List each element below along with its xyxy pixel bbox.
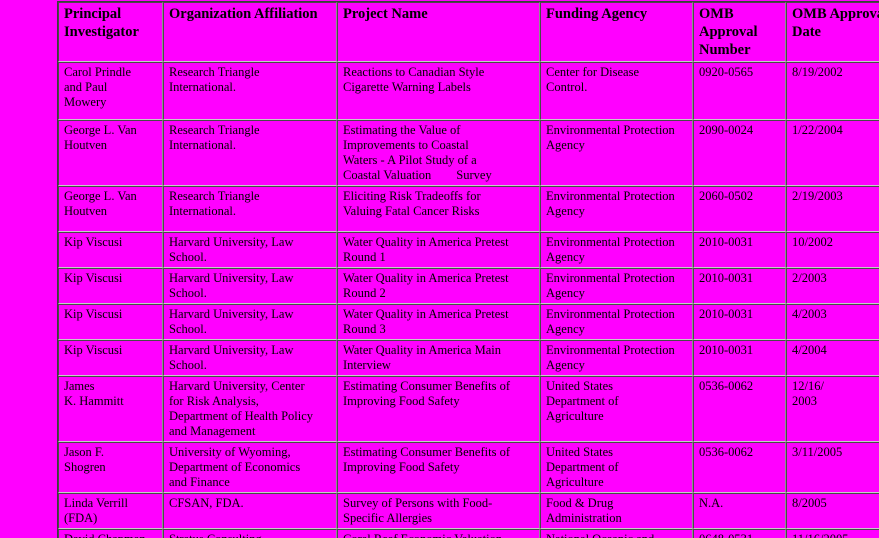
cell-organization-affiliation: Harvard University, Center for Risk Anal…	[163, 376, 337, 442]
cell-organization-affiliation: Research Triangle International.	[163, 62, 337, 120]
cell-organization-affiliation: Research Triangle International.	[163, 186, 337, 232]
cell-project-name: Water Quality in America Main Interview	[337, 340, 540, 376]
cell-omb-approval-number: 2010-0031	[693, 232, 786, 268]
cell-principal-investigator: Linda Verrill (FDA)	[58, 493, 163, 529]
cell-organization-affiliation: Stratus Consulting	[163, 529, 337, 538]
cell-omb-approval-number: 0648-0531	[693, 529, 786, 538]
cell-principal-investigator: George L. Van Houtven	[58, 186, 163, 232]
table-header-row: Principal Investigator Organization Affi…	[58, 2, 879, 62]
cell-project-name: Estimating the Value of Improvements to …	[337, 120, 540, 186]
cell-omb-approval-date: 3/11/2005	[786, 442, 879, 493]
cell-omb-approval-number: 2060-0502	[693, 186, 786, 232]
table-row: Jason F. Shogren University of Wyoming, …	[58, 442, 879, 493]
cell-funding-agency: Environmental Protection Agency	[540, 268, 693, 304]
cell-funding-agency: United States Department of Agriculture	[540, 442, 693, 493]
cell-funding-agency: National Oceanic and Atmospheric Agency	[540, 529, 693, 538]
cell-funding-agency: Food & Drug Administration	[540, 493, 693, 529]
cell-principal-investigator: Kip Viscusi	[58, 340, 163, 376]
cell-principal-investigator: Carol Prindle and Paul Mowery	[58, 62, 163, 120]
cell-principal-investigator: James K. Hammitt	[58, 376, 163, 442]
table-row: Kip Viscusi Harvard University, Law Scho…	[58, 232, 879, 268]
table-row: Kip Viscusi Harvard University, Law Scho…	[58, 340, 879, 376]
cell-funding-agency: Environmental Protection Agency	[540, 232, 693, 268]
table-row: Kip Viscusi Harvard University, Law Scho…	[58, 268, 879, 304]
cell-omb-approval-date: 4/2003	[786, 304, 879, 340]
cell-organization-affiliation: Harvard University, Law School.	[163, 304, 337, 340]
cell-funding-agency: Environmental Protection Agency	[540, 186, 693, 232]
cell-project-name: Eliciting Risk Tradeoffs for Valuing Fat…	[337, 186, 540, 232]
cell-omb-approval-date: 11/16/2005	[786, 529, 879, 538]
cell-omb-approval-number: 0536-0062	[693, 376, 786, 442]
cell-funding-agency: United States Department of Agriculture	[540, 376, 693, 442]
cell-omb-approval-number: 2010-0031	[693, 304, 786, 340]
cell-omb-approval-date: 8/2005	[786, 493, 879, 529]
cell-project-name: Water Quality in America Pretest Round 2	[337, 268, 540, 304]
table-row: Kip Viscusi Harvard University, Law Scho…	[58, 304, 879, 340]
cell-omb-approval-number: 0536-0062	[693, 442, 786, 493]
cell-principal-investigator: Kip Viscusi	[58, 304, 163, 340]
cell-omb-approval-number: 2090-0024	[693, 120, 786, 186]
cell-omb-approval-date: 8/19/2002	[786, 62, 879, 120]
table-row: George L. Van Houtven Research Triangle …	[58, 120, 879, 186]
cell-organization-affiliation: Research Triangle International.	[163, 120, 337, 186]
cell-omb-approval-date: 2/19/2003	[786, 186, 879, 232]
column-header-organization-affiliation: Organization Affiliation	[163, 2, 337, 62]
cell-omb-approval-number: 0920-0565	[693, 62, 786, 120]
cell-project-name: Water Quality in America Pretest Round 1	[337, 232, 540, 268]
cell-principal-investigator: George L. Van Houtven	[58, 120, 163, 186]
cell-omb-approval-number: 2010-0031	[693, 340, 786, 376]
cell-funding-agency: Environmental Protection Agency	[540, 304, 693, 340]
cell-omb-approval-number: 2010-0031	[693, 268, 786, 304]
column-header-omb-approval-number: OMB Approval Number	[693, 2, 786, 62]
cell-funding-agency: Center for Disease Control.	[540, 62, 693, 120]
cell-omb-approval-date: 4/2004	[786, 340, 879, 376]
cell-omb-approval-date: 10/2002	[786, 232, 879, 268]
cell-project-name: Reactions to Canadian Style Cigarette Wa…	[337, 62, 540, 120]
table-row: James K. Hammitt Harvard University, Cen…	[58, 376, 879, 442]
cell-organization-affiliation: CFSAN, FDA.	[163, 493, 337, 529]
cell-omb-approval-date: 1/22/2004	[786, 120, 879, 186]
column-header-funding-agency: Funding Agency	[540, 2, 693, 62]
cell-omb-approval-date: 2/2003	[786, 268, 879, 304]
cell-principal-investigator: Jason F. Shogren	[58, 442, 163, 493]
cell-funding-agency: Environmental Protection Agency	[540, 120, 693, 186]
cell-organization-affiliation: University of Wyoming, Department of Eco…	[163, 442, 337, 493]
cell-organization-affiliation: Harvard University, Law School.	[163, 232, 337, 268]
table-row: Linda Verrill (FDA) CFSAN, FDA. Survey o…	[58, 493, 879, 529]
table-row: Carol Prindle and Paul Mowery Research T…	[58, 62, 879, 120]
cell-project-name: Coral Reef Economic Valuation Pretest	[337, 529, 540, 538]
table-row: David Chapman Stratus Consulting Coral R…	[58, 529, 879, 538]
cell-principal-investigator: Kip Viscusi	[58, 268, 163, 304]
cell-organization-affiliation: Harvard University, Law School.	[163, 340, 337, 376]
table-row: George L. Van Houtven Research Triangle …	[58, 186, 879, 232]
cell-project-name: Estimating Consumer Benefits of Improvin…	[337, 442, 540, 493]
column-header-principal-investigator: Principal Investigator	[58, 2, 163, 62]
cell-organization-affiliation: Harvard University, Law School.	[163, 268, 337, 304]
cell-principal-investigator: David Chapman	[58, 529, 163, 538]
cell-principal-investigator: Kip Viscusi	[58, 232, 163, 268]
column-header-project-name: Project Name	[337, 2, 540, 62]
cell-project-name: Water Quality in America Pretest Round 3	[337, 304, 540, 340]
cell-omb-approval-date: 12/16/ 2003	[786, 376, 879, 442]
cell-project-name: Estimating Consumer Benefits of Improvin…	[337, 376, 540, 442]
omb-projects-table: Principal Investigator Organization Affi…	[57, 1, 879, 538]
cell-funding-agency: Environmental Protection Agency	[540, 340, 693, 376]
cell-omb-approval-number: N.A.	[693, 493, 786, 529]
cell-project-name: Survey of Persons with Food- Specific Al…	[337, 493, 540, 529]
column-header-omb-approval-date: OMB Approval Date	[786, 2, 879, 62]
